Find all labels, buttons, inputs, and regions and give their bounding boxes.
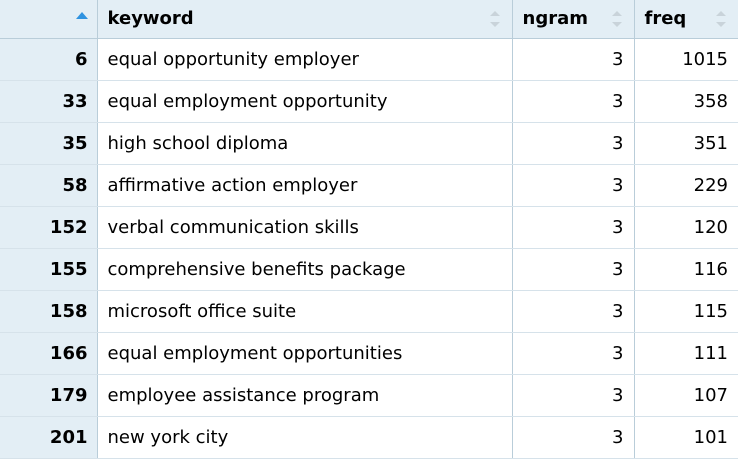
freq-cell: 1015 bbox=[634, 38, 738, 81]
ngram-cell: 3 bbox=[512, 38, 635, 81]
keyword-cell: verbal communication skills bbox=[97, 206, 513, 249]
keyword-cell: employee assistance program bbox=[97, 374, 513, 417]
row-name-cell: 33 bbox=[0, 80, 98, 123]
keyword-cell: comprehensive benefits package bbox=[97, 248, 513, 291]
ngram-cell: 3 bbox=[512, 374, 635, 417]
keyword-cell: high school diploma bbox=[97, 122, 513, 165]
table-row[interactable]: 179 employee assistance program 3 107 bbox=[0, 374, 738, 417]
row-name-cell: 155 bbox=[0, 248, 98, 291]
ngram-cell: 3 bbox=[512, 164, 635, 207]
column-header-label: ngram bbox=[522, 8, 588, 30]
ngram-cell: 3 bbox=[512, 416, 635, 459]
row-name-cell: 179 bbox=[0, 374, 98, 417]
ngram-cell: 3 bbox=[512, 248, 635, 291]
ngram-cell: 3 bbox=[512, 122, 635, 165]
column-header-label: freq bbox=[644, 8, 687, 30]
freq-cell: 111 bbox=[634, 332, 738, 375]
row-name-cell: 166 bbox=[0, 332, 98, 375]
sort-ascending-icon[interactable] bbox=[76, 12, 88, 19]
row-name-cell: 35 bbox=[0, 122, 98, 165]
freq-cell: 351 bbox=[634, 122, 738, 165]
table-row[interactable]: 6 equal opportunity employer 3 1015 bbox=[0, 38, 738, 81]
row-name-cell: 6 bbox=[0, 38, 98, 81]
ngram-cell: 3 bbox=[512, 332, 635, 375]
keyword-cell: microsoft office suite bbox=[97, 290, 513, 333]
sort-arrows-icon[interactable] bbox=[489, 10, 500, 28]
row-name-cell: 152 bbox=[0, 206, 98, 249]
table-row[interactable]: 201 new york city 3 101 bbox=[0, 416, 738, 459]
freq-cell: 120 bbox=[634, 206, 738, 249]
column-header-ngram[interactable]: ngram bbox=[512, 0, 635, 39]
row-name-cell: 58 bbox=[0, 164, 98, 207]
column-header-keyword[interactable]: keyword bbox=[97, 0, 513, 39]
freq-cell: 107 bbox=[634, 374, 738, 417]
freq-cell: 101 bbox=[634, 416, 738, 459]
ngram-cell: 3 bbox=[512, 80, 635, 123]
freq-cell: 229 bbox=[634, 164, 738, 207]
keyword-cell: equal employment opportunities bbox=[97, 332, 513, 375]
row-name-cell: 201 bbox=[0, 416, 98, 459]
sort-arrows-icon[interactable] bbox=[611, 10, 622, 28]
table-row[interactable]: 158 microsoft office suite 3 115 bbox=[0, 290, 738, 333]
column-header-rowname[interactable] bbox=[0, 0, 98, 39]
table-row[interactable]: 33 equal employment opportunity 3 358 bbox=[0, 80, 738, 123]
freq-cell: 358 bbox=[634, 80, 738, 123]
keyword-cell: new york city bbox=[97, 416, 513, 459]
column-header-label: keyword bbox=[107, 8, 194, 30]
table-row[interactable]: 58 affirmative action employer 3 229 bbox=[0, 164, 738, 207]
keyword-cell: equal employment opportunity bbox=[97, 80, 513, 123]
table-row[interactable]: 152 verbal communication skills 3 120 bbox=[0, 206, 738, 249]
table-row[interactable]: 166 equal employment opportunities 3 111 bbox=[0, 332, 738, 375]
ngram-cell: 3 bbox=[512, 206, 635, 249]
keyword-cell: equal opportunity employer bbox=[97, 38, 513, 81]
table-row[interactable]: 155 comprehensive benefits package 3 116 bbox=[0, 248, 738, 291]
row-name-cell: 158 bbox=[0, 290, 98, 333]
freq-cell: 115 bbox=[634, 290, 738, 333]
ngram-cell: 3 bbox=[512, 290, 635, 333]
column-header-freq[interactable]: freq bbox=[634, 0, 738, 39]
table-row[interactable]: 35 high school diploma 3 351 bbox=[0, 122, 738, 165]
freq-cell: 116 bbox=[634, 248, 738, 291]
table-body: 6 equal opportunity employer 3 1015 33 e… bbox=[0, 38, 738, 459]
sort-arrows-icon[interactable] bbox=[716, 10, 726, 28]
keyword-cell: affirmative action employer bbox=[97, 164, 513, 207]
table-header: keyword ngram freq bbox=[0, 0, 738, 39]
